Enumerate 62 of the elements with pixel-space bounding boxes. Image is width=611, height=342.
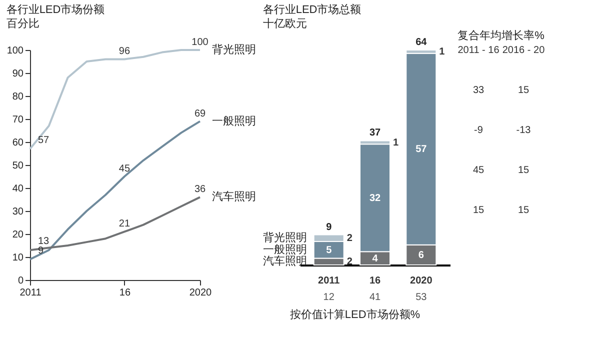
data-label: 100 — [192, 37, 209, 48]
text: -9 — [474, 125, 484, 136]
series-label: 一般照明 — [212, 115, 256, 128]
x-tick-label: 16 — [369, 276, 381, 286]
data-label: 13 — [38, 236, 50, 248]
data-label: 2 — [346, 233, 353, 244]
total-label: 37 — [369, 128, 381, 139]
data-label: 21 — [118, 218, 130, 230]
data-label: 6 — [418, 250, 424, 261]
y-tick-label: 60 — [12, 138, 24, 148]
y-tick-label: 0 — [18, 276, 24, 286]
x-tick-label: 2020 — [189, 288, 212, 298]
total-label: 9 — [326, 222, 332, 233]
y-tick-label: 90 — [12, 68, 24, 80]
data-label: 69 — [194, 108, 206, 120]
x-tick-label: 2011 — [318, 276, 340, 286]
text: 41 — [369, 292, 381, 303]
text: 53 — [416, 292, 428, 303]
data-label: 1 — [393, 137, 399, 148]
data-label: 45 — [118, 164, 130, 174]
chart-title: 各行业LED市场总额 — [262, 3, 362, 16]
text: 15 — [518, 85, 530, 96]
data-label: 5 — [326, 244, 332, 256]
text: 15 — [518, 205, 530, 216]
chart-subtitle: 十亿欧元 — [262, 17, 307, 30]
text: 45 — [472, 165, 484, 176]
series-label: 背光照明 — [212, 43, 256, 56]
x-tick-label: 2020 — [410, 276, 433, 286]
chart-title: 各行业LED市场份额 — [6, 3, 105, 16]
data-label: 32 — [369, 192, 381, 204]
y-tick-label: 80 — [12, 92, 24, 102]
data-label: 57 — [416, 144, 428, 156]
x-tick-label: 16 — [119, 288, 131, 298]
chart-subtitle: 百分比 — [6, 17, 40, 30]
y-tick-label: 70 — [12, 114, 24, 126]
series-label: 背光照明 — [262, 231, 307, 244]
text: 15 — [472, 205, 484, 216]
total-label: 64 — [416, 37, 428, 48]
data-label: 1 — [439, 46, 446, 58]
y-tick-label: 100 — [6, 46, 24, 56]
text: 按价值计算LED市场份额% — [290, 308, 420, 321]
category-label: 2016 - 20 — [502, 45, 546, 56]
text: -13 — [516, 125, 532, 136]
text: 33 — [472, 85, 484, 96]
data-label: 36 — [194, 184, 206, 196]
text: 15 — [518, 165, 530, 176]
y-tick-label: 20 — [12, 230, 24, 240]
series-label: 汽车照明 — [262, 254, 307, 268]
data-label: 57 — [38, 134, 50, 146]
data-label: 2 — [346, 256, 353, 268]
y-tick-label: 10 — [12, 252, 24, 264]
series-label: 一般照明 — [262, 244, 307, 256]
x-tick-label: 2011 — [20, 288, 42, 298]
series-label: 汽车照明 — [212, 190, 256, 204]
text: 复合年均增长率% — [458, 29, 545, 42]
y-tick-label: 30 — [12, 206, 24, 218]
data-label: 96 — [118, 46, 130, 58]
y-tick-label: 40 — [12, 184, 24, 194]
category-label: 2011 - 16 — [458, 45, 500, 56]
text: 12 — [323, 292, 335, 303]
data-label: 4 — [372, 253, 378, 264]
y-tick-label: 50 — [12, 160, 24, 172]
